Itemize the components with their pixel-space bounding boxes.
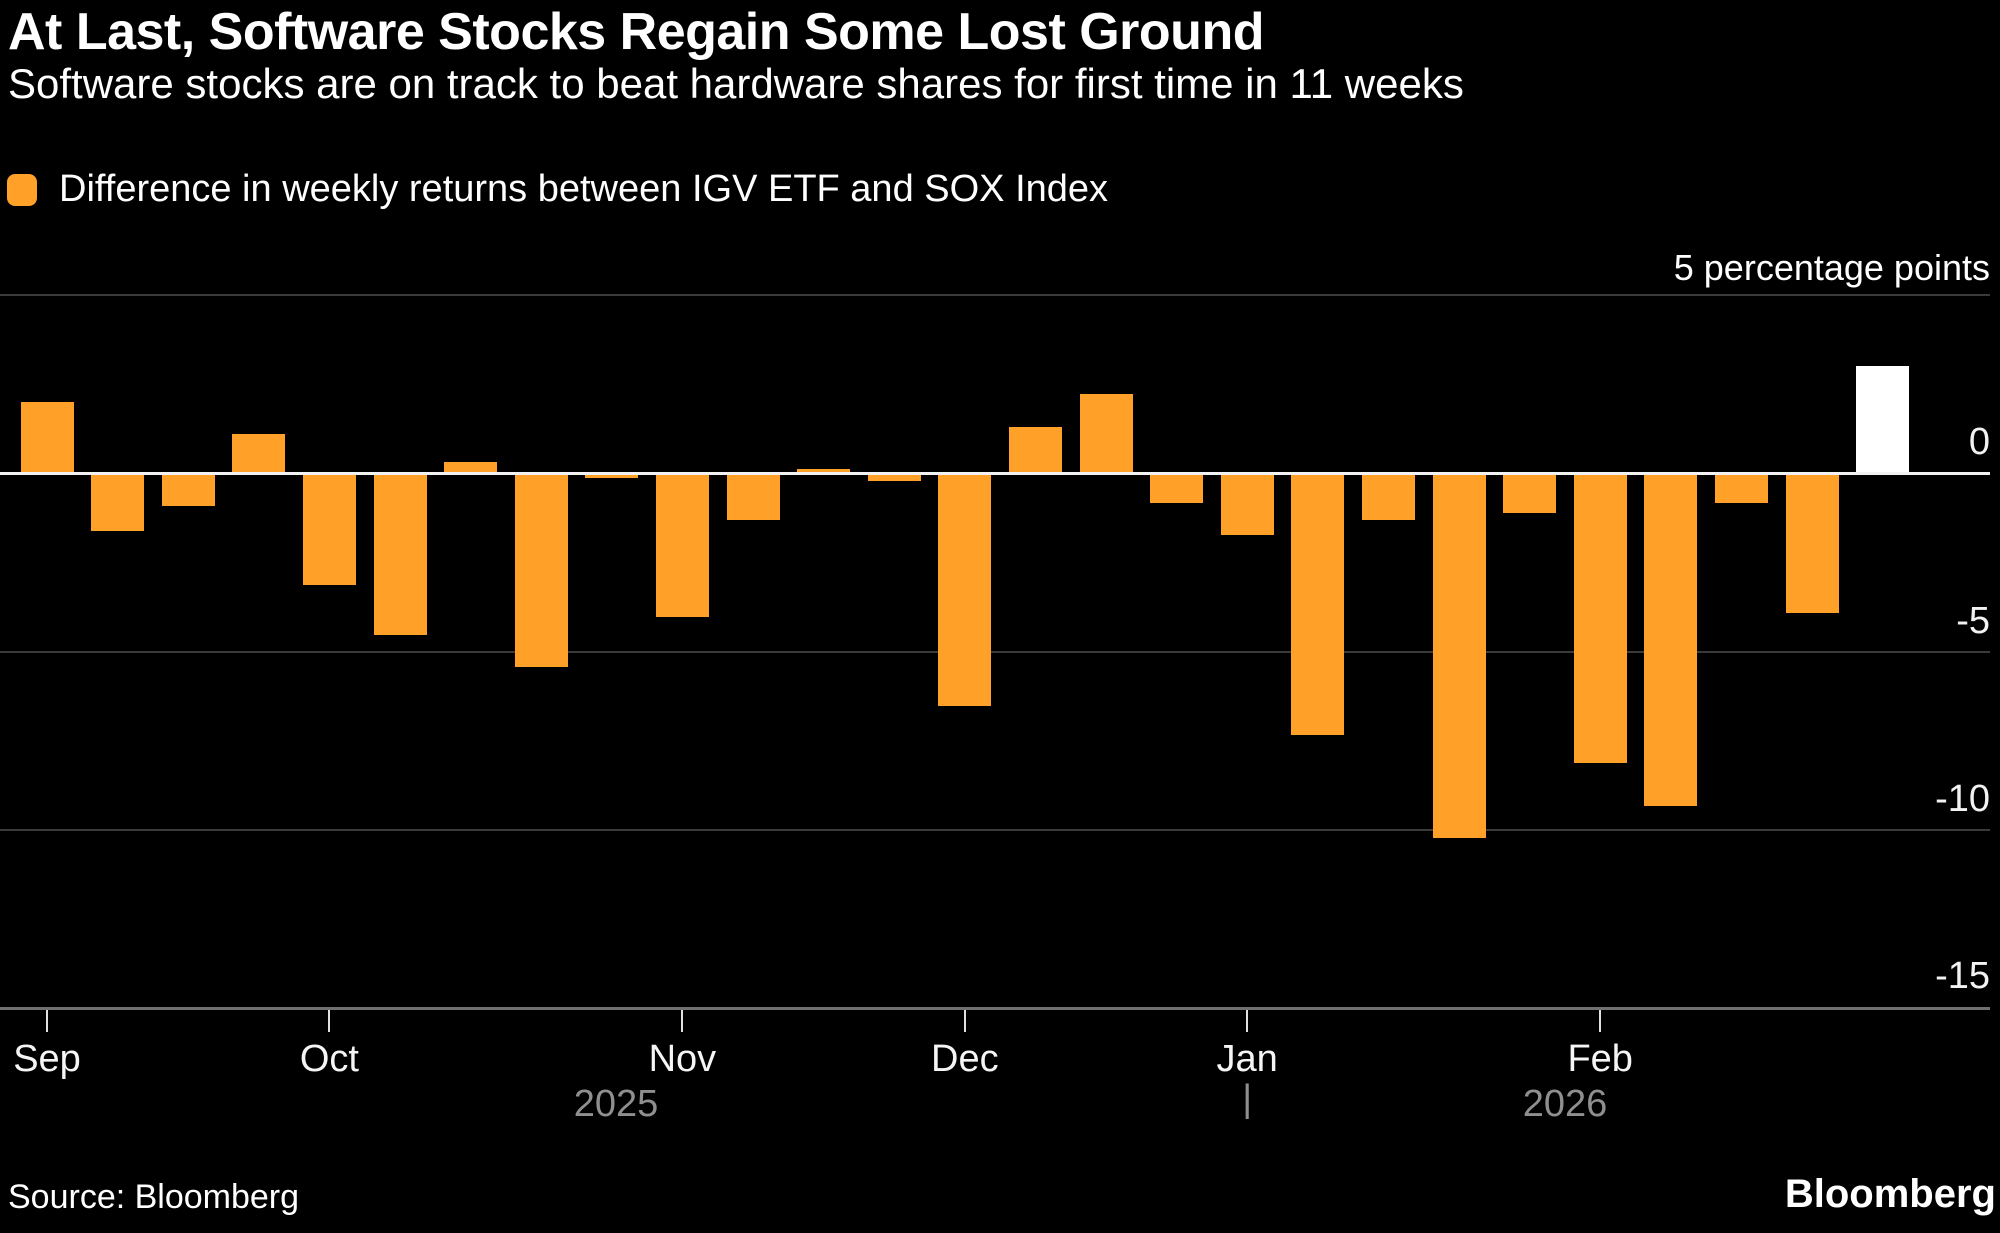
x-tick-label-dec: Dec [931, 1038, 999, 1080]
x-tick-jan [1246, 1010, 1249, 1032]
bar-week-2 [91, 474, 145, 532]
y-tick-label-0: 0 [1968, 421, 1990, 463]
year-divider-mark: | [1242, 1078, 1253, 1120]
year-label-2025: 2025 [573, 1083, 659, 1125]
bar-week-13 [867, 474, 921, 482]
x-tick-label-feb: Feb [1567, 1038, 1633, 1080]
legend-swatch-icon [7, 173, 37, 206]
x-tick-label-oct: Oct [299, 1038, 359, 1080]
y-tick-label--15: -15 [1935, 955, 1990, 997]
bar-week-3 [161, 474, 215, 507]
bar-week-4 [232, 433, 286, 473]
y-tick-label--5: -5 [1956, 599, 1990, 642]
bar-week-8 [514, 474, 568, 667]
x-tick-label-jan: Jan [1216, 1038, 1278, 1080]
year-label-2026: 2026 [1522, 1083, 1608, 1125]
bar-week-12 [797, 469, 851, 473]
bar-week-25 [1714, 474, 1768, 503]
y-tick-label--10: -10 [1935, 778, 1990, 820]
bar-week-20 [1361, 474, 1415, 521]
x-tick-dec [963, 1010, 966, 1032]
bar-week-21 [1432, 474, 1486, 839]
page-title: At Last, Software Stocks Regain Some Los… [8, 3, 1264, 61]
x-tick-feb [1599, 1010, 1602, 1032]
legend: Difference in weekly returns between IGV… [7, 168, 1108, 211]
x-tick-label-nov: Nov [648, 1038, 717, 1080]
bar-week-16 [1079, 394, 1133, 473]
x-tick-oct [328, 1010, 331, 1032]
bar-week-19 [1291, 474, 1345, 735]
bloomberg-logo: Bloomberg [1784, 1172, 1996, 1216]
zero-line [0, 472, 1990, 475]
gridline-5 [0, 293, 1990, 296]
bar-week-22 [1503, 474, 1557, 514]
bar-week-23 [1573, 474, 1627, 764]
bar-week-27 [1856, 365, 1910, 473]
page-subtitle: Software stocks are on track to beat har… [8, 60, 1464, 107]
source-credit: Source: Bloomberg [8, 1178, 300, 1216]
bar-week-15 [1008, 426, 1062, 473]
x-tick-nov [681, 1010, 684, 1032]
y-axis-unit-label: 5 percentage points [1673, 247, 1990, 288]
x-axis-line [0, 1007, 1990, 1010]
bar-week-26 [1785, 474, 1839, 614]
bar-week-24 [1644, 474, 1698, 806]
bar-week-18 [1220, 474, 1274, 535]
x-tick-label-sep: Sep [13, 1038, 81, 1080]
bar-week-11 [726, 474, 780, 521]
bar-week-5 [302, 474, 356, 585]
legend-label: Difference in weekly returns between IGV… [59, 168, 1109, 210]
bar-week-14 [938, 474, 992, 707]
x-tick-sep [46, 1010, 48, 1032]
gridline--5 [0, 650, 1990, 653]
bar-week-17 [1150, 474, 1204, 503]
bar-week-7 [444, 462, 498, 473]
bar-week-6 [373, 474, 427, 635]
gridline--10 [0, 829, 1990, 831]
bar-week-1 [20, 401, 74, 473]
bar-week-9 [585, 474, 639, 478]
bar-week-10 [655, 474, 709, 617]
